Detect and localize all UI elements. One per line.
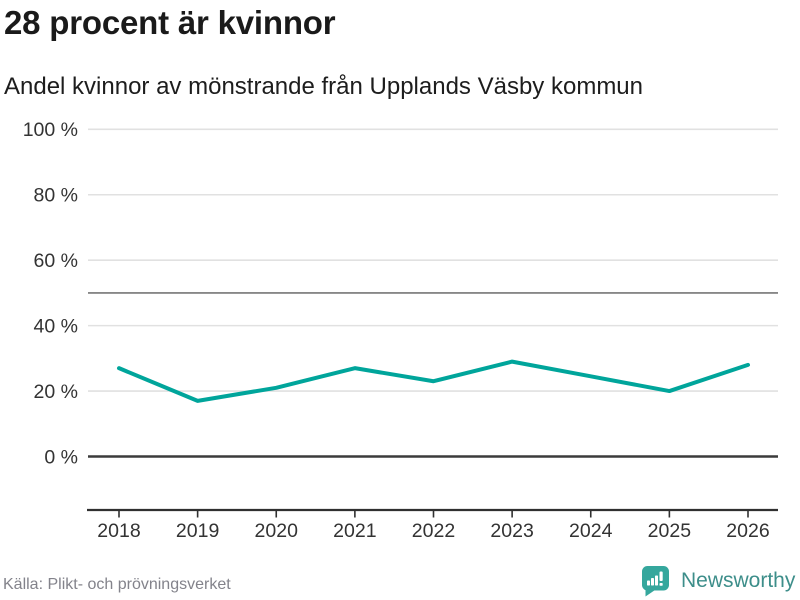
x-tick-label: 2026 — [726, 520, 769, 542]
x-tick-label: 2021 — [333, 520, 376, 542]
y-tick-label: 0 % — [44, 446, 78, 468]
y-tick-label: 40 % — [34, 315, 78, 337]
newsworthy-logo[interactable]: Newsworthy — [642, 565, 796, 597]
line-chart: 0 % 20 % 40 % 60 % 80 % 100 % 2018 2019 2020 2021… — [23, 119, 778, 542]
x-axis: 2018 2019 2020 2021 2022 2023 2024 2025 2026 — [87, 508, 778, 542]
y-tick-label: 20 % — [34, 381, 78, 403]
series-line — [117, 359, 750, 403]
x-tick-label: 2020 — [255, 520, 299, 542]
x-tick-label: 2024 — [569, 520, 613, 542]
x-tick-label: 2019 — [176, 520, 219, 542]
y-axis: 0 % 20 % 40 % 60 % 80 % 100 % — [23, 119, 778, 468]
source-note: Källa: Plikt- och prövningsverket — [3, 576, 231, 593]
brand-name: Newsworthy — [681, 569, 796, 592]
x-tick-label: 2025 — [648, 520, 692, 542]
y-tick-label: 60 % — [34, 250, 78, 272]
chart-subtitle: Andel kvinnor av mönstrande från Uppland… — [4, 73, 643, 100]
x-tick-label: 2022 — [412, 520, 455, 542]
x-tick-label: 2023 — [490, 520, 533, 542]
x-tick-label: 2018 — [97, 520, 140, 542]
y-tick-label: 80 % — [34, 185, 78, 207]
y-tick-label: 100 % — [23, 119, 78, 141]
bar-chart-bubble-icon — [642, 566, 669, 597]
page-title: 28 procent är kvinnor — [4, 4, 336, 41]
